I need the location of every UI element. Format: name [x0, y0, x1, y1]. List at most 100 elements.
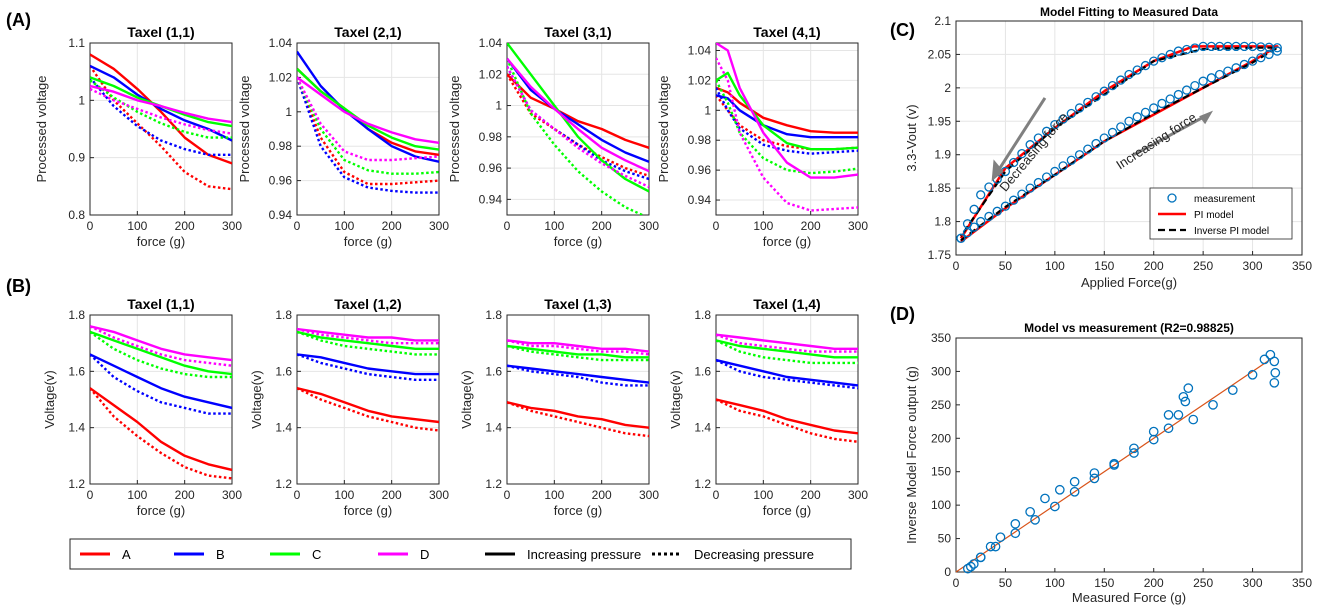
x-axis-label: force (g) [554, 503, 602, 518]
y-tick-label: 0.94 [269, 208, 293, 222]
series-A-increasing [297, 387, 439, 424]
measurement-point [1247, 56, 1258, 66]
series-D-increasing [297, 76, 439, 144]
measurement-point [1091, 92, 1101, 102]
series-D-decreasing [297, 76, 439, 162]
series-layer [297, 327, 439, 432]
panel-tag-c: (C) [890, 20, 915, 40]
x-axis-label: force (g) [137, 234, 185, 249]
x-tick-label: 100 [334, 488, 354, 502]
inverse-pi-model-line [959, 46, 1282, 242]
measurement-point [1163, 423, 1174, 434]
measurement-point [1050, 119, 1060, 130]
y-tick-label: 0.98 [269, 139, 293, 153]
measurement-point [1132, 65, 1142, 75]
x-tick-label: 150 [1094, 259, 1114, 273]
measurement-point [1010, 519, 1021, 529]
chart-title: Taxel (3,1) [544, 24, 611, 40]
x-tick-label: 200 [801, 488, 821, 502]
y-tick-label: 100 [931, 498, 951, 512]
arrow-shaft [994, 97, 1047, 176]
measurement-point [1231, 63, 1241, 73]
x-axis-label: force (g) [763, 234, 811, 249]
measurement-point [1124, 116, 1134, 126]
measurement-point [976, 216, 986, 227]
x-tick-label: 250 [1193, 576, 1213, 590]
y-axis-label: Inverse Model Force output (g) [904, 366, 919, 544]
fit-legend: measurement PI model Inverse PI model [1149, 187, 1293, 240]
fit-line [955, 357, 1273, 573]
measurement-point [1157, 53, 1167, 63]
y-tick-label: 1.2 [68, 477, 85, 491]
measurement-point [1025, 140, 1035, 150]
plot-frame [506, 314, 650, 485]
series-D-decreasing [716, 333, 858, 353]
y-tick-label: 1.02 [688, 73, 712, 87]
measurement-point [1083, 97, 1093, 107]
legend-label-1: B [216, 547, 225, 562]
series-D-increasing [716, 333, 858, 350]
series-C-decreasing [297, 76, 439, 175]
y-tick-label: 1.85 [928, 181, 952, 195]
y-tick-label: 300 [931, 364, 951, 378]
measurement-point [1107, 80, 1118, 91]
measurement-point [1041, 126, 1052, 136]
chart-title: Taxel (1,4) [753, 296, 820, 312]
chart-title: Taxel (2,1) [334, 24, 401, 40]
y-tick-label: 1 [285, 105, 292, 119]
y-tick-label: 1.02 [479, 67, 503, 81]
series-B-decreasing [297, 353, 439, 381]
y-tick-label: 0 [944, 565, 951, 579]
y-tick-label: 1.1 [68, 36, 85, 50]
series-B-decreasing [297, 77, 439, 194]
measurement-point [1140, 107, 1151, 118]
x-axis-label: force (g) [344, 234, 392, 249]
series-D-decreasing [716, 57, 858, 212]
y-tick-label: 1.8 [68, 308, 85, 322]
y-tick-label: 1.9 [934, 148, 951, 162]
plot-frame [955, 20, 1303, 256]
y-tick-label: 0.94 [688, 193, 712, 207]
measurement-point [1074, 150, 1085, 160]
y-tick-label: 1.2 [485, 477, 502, 491]
plot-frame [715, 42, 859, 216]
plot-frame [506, 42, 650, 216]
series-C-increasing [297, 67, 439, 151]
measurement-point [1058, 161, 1068, 171]
x-tick-label: 200 [801, 219, 821, 233]
measurement-point [965, 561, 976, 572]
x-tick-label: 300 [639, 488, 659, 502]
series-layer [90, 53, 232, 191]
chart-title: Taxel (1,1) [127, 24, 194, 40]
measurement-point [1157, 98, 1167, 109]
y-tick-label: 1 [78, 93, 85, 107]
series-D-increasing [507, 57, 649, 173]
series-C-decreasing [507, 344, 649, 362]
measurement-point [1040, 493, 1050, 504]
bottom-legend: A B C D Increasing pressure Decreasing pressu… [69, 538, 852, 570]
legend-label-5: Decreasing pressure [694, 547, 814, 562]
measurement-point [1010, 528, 1021, 539]
chart-title: Taxel (1,1) [127, 296, 194, 312]
x-tick-label: 0 [504, 488, 511, 502]
legend-label-0: A [122, 547, 131, 562]
y-tick-label: 1.6 [275, 364, 292, 378]
series-D-decreasing [297, 327, 439, 345]
series-A-decreasing [90, 387, 232, 480]
x-tick-label: 0 [294, 488, 301, 502]
series-D-increasing [297, 327, 439, 342]
measurement-point [1054, 484, 1065, 495]
measurement-point [1033, 177, 1044, 188]
series-D-decreasing [90, 87, 232, 135]
series-B-decreasing [507, 364, 649, 387]
y-tick-label: 1.4 [68, 421, 85, 435]
series-A-decreasing [507, 73, 649, 178]
measurement-point [976, 190, 986, 200]
x-tick-label: 200 [592, 219, 612, 233]
measurement-point [1223, 66, 1233, 76]
series-A-increasing [716, 398, 858, 435]
measurement-point [1033, 133, 1044, 143]
measurement-point [1208, 400, 1218, 410]
chart-title: Taxel (4,1) [753, 24, 820, 40]
